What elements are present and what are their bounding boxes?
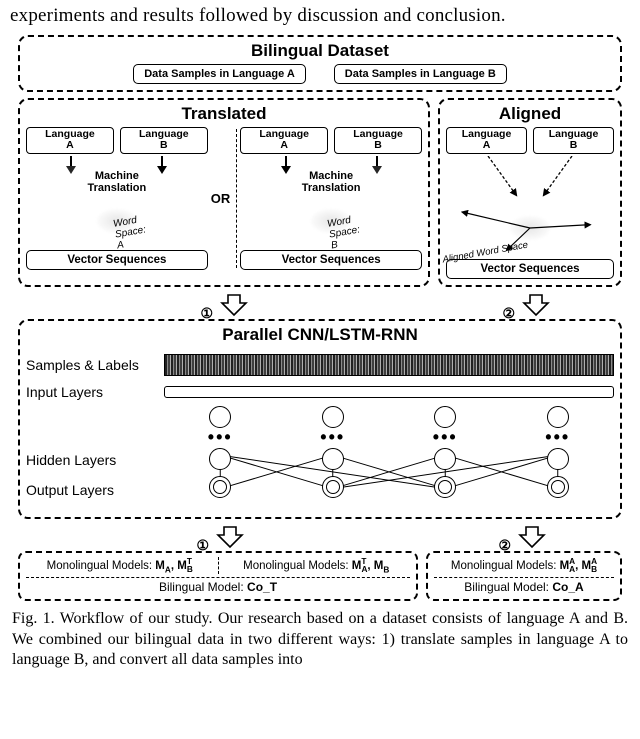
aligned-lang-b: Language B (533, 127, 614, 154)
lang-b-pill-2: Language B (334, 127, 422, 154)
vector-seq-aligned: Vector Sequences (446, 259, 614, 279)
wordspace-a-label: Word Space: A (112, 214, 148, 252)
input-label: Input Layers (26, 384, 164, 400)
ellipsis-row: •••••••••••• (164, 435, 614, 440)
workflow-diagram: Bilingual Dataset Data Samples in Langua… (0, 35, 640, 601)
bi-model-left: Bilingual Model: Co_T (26, 577, 410, 594)
output-nodes (164, 473, 614, 501)
mono-models-right: Monolingual Models: MAA, MAB (434, 557, 614, 574)
wordspace-b-label: Word Space: B (326, 214, 362, 252)
down-arrow-icon (518, 525, 546, 549)
translate-a-to-b: Language A Language B Machine Translatio… (26, 127, 208, 270)
machine-translation-label-2: Machine Translation (240, 171, 422, 194)
nn-box: Parallel CNN/LSTM-RNN Samples & Labels I… (18, 319, 622, 519)
input-nodes (164, 406, 614, 428)
lang-a-pill: Language A (26, 127, 114, 154)
bilingual-title: Bilingual Dataset (26, 41, 614, 61)
figure-caption: Fig. 1. Workflow of our study. Our resea… (0, 601, 640, 670)
down-arrow-icon (216, 525, 244, 549)
path-2-out-label: ② (498, 537, 511, 553)
hidden-label: Hidden Layers (26, 445, 164, 475)
lang-b-pill: Language B (120, 127, 208, 154)
bi-model-right: Bilingual Model: Co_A (434, 577, 614, 594)
samples-lang-b: Data Samples in Language B (334, 64, 507, 84)
lang-a-pill-2: Language A (240, 127, 328, 154)
translate-b-to-a: Language A Language B Machine Translatio… (240, 127, 422, 270)
aligned-title: Aligned (446, 104, 614, 124)
aligned-box: Aligned Language A Language B Aligned Wo… (438, 98, 622, 287)
translated-box: Translated Language A Language B Machine… (18, 98, 430, 287)
samples-lang-a: Data Samples in Language A (133, 64, 306, 84)
aligned-lang-a: Language A (446, 127, 527, 154)
output-label: Output Layers (26, 475, 164, 505)
samples-noise-bar (164, 354, 614, 376)
mono-models-mid: Monolingual Models: MTA, MB (223, 557, 411, 574)
nn-connections (164, 445, 614, 501)
or-label: OR (208, 127, 234, 270)
aligned-wordspace: Aligned Word Space (446, 200, 614, 256)
translated-title: Translated (26, 104, 422, 124)
machine-translation-label: Machine Translation (26, 171, 208, 194)
vector-seq-b: Vector Sequences (240, 250, 422, 270)
down-arrow-icon (220, 293, 248, 317)
bilingual-dataset-box: Bilingual Dataset Data Samples in Langua… (18, 35, 622, 92)
hidden-nodes (164, 445, 614, 473)
output-aligned-box: Monolingual Models: MAA, MAB Bilingual M… (426, 551, 622, 601)
vector-seq-a: Vector Sequences (26, 250, 208, 270)
intro-text: experiments and results followed by disc… (0, 0, 640, 35)
path-1-out-label: ① (196, 537, 209, 553)
mono-models-left: Monolingual Models: MA, MTB (26, 557, 214, 574)
samples-label: Samples & Labels (26, 357, 164, 373)
output-translated-box: Monolingual Models: MA, MTB Monolingual … (18, 551, 418, 601)
down-arrow-icon (522, 293, 550, 317)
input-bar (164, 386, 614, 398)
nn-title: Parallel CNN/LSTM-RNN (26, 325, 614, 345)
